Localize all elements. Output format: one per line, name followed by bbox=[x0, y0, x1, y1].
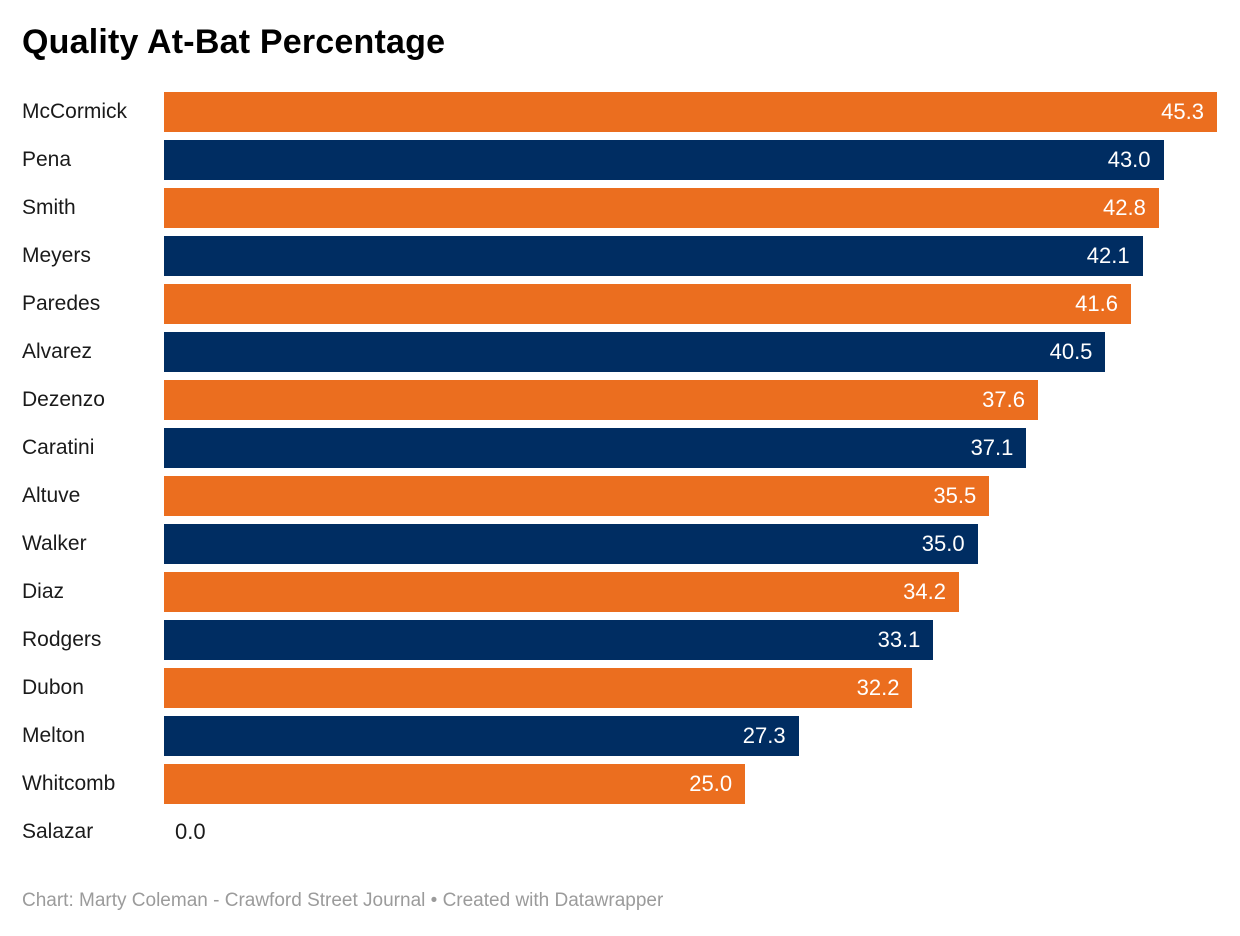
value-label: 42.1 bbox=[1086, 242, 1130, 268]
bar-row: Meyers 42.1 bbox=[22, 232, 1217, 280]
category-label: Smith bbox=[22, 196, 76, 220]
value-label: 34.2 bbox=[903, 578, 946, 604]
bar-track: 35.5 bbox=[164, 475, 1217, 516]
bar: 25.0 bbox=[164, 763, 746, 804]
bar: 40.5 bbox=[164, 331, 1106, 372]
bar-track: 0.0 bbox=[164, 812, 1217, 852]
value-label: 0.0 bbox=[175, 818, 206, 844]
category-label: Caratini bbox=[22, 436, 95, 460]
bar-track: 42.1 bbox=[164, 235, 1217, 276]
bar-track: 45.3 bbox=[164, 91, 1217, 132]
bar: 35.5 bbox=[164, 475, 990, 516]
bar-track: 35.0 bbox=[164, 523, 1217, 564]
bar-row: Altuve 35.5 bbox=[22, 472, 1217, 520]
bar-track: 34.2 bbox=[164, 571, 1217, 612]
bar-row: Smith 42.8 bbox=[22, 184, 1217, 232]
value-label: 41.6 bbox=[1075, 290, 1118, 316]
bar-row: Caratini 37.1 bbox=[22, 424, 1217, 472]
bar-row: Walker 35.0 bbox=[22, 520, 1217, 568]
bar-row: Diaz 34.2 bbox=[22, 568, 1217, 616]
value-label: 33.1 bbox=[877, 626, 921, 652]
bar: 45.3 bbox=[164, 91, 1217, 132]
bar-row: Pena 43.0 bbox=[22, 136, 1217, 184]
bar-track: 37.1 bbox=[164, 427, 1217, 468]
bar-track: 40.5 bbox=[164, 331, 1217, 372]
bar-row: Paredes 41.6 bbox=[22, 280, 1217, 328]
bar-track: 32.2 bbox=[164, 667, 1217, 708]
category-label: Pena bbox=[22, 148, 72, 172]
bar-row: McCormick 45.3 bbox=[22, 88, 1217, 136]
bar-track: 25.0 bbox=[164, 763, 1217, 804]
bar-track: 27.3 bbox=[164, 715, 1217, 756]
bar: 33.1 bbox=[164, 619, 934, 660]
category-label: Walker bbox=[22, 532, 87, 556]
category-label: Alvarez bbox=[22, 340, 93, 364]
bar-row: Rodgers 33.1 bbox=[22, 616, 1217, 664]
bar: 41.6 bbox=[164, 283, 1131, 324]
value-label: 35.0 bbox=[921, 530, 965, 556]
bar: 37.1 bbox=[164, 427, 1027, 468]
chart-title: Quality At-Bat Percentage bbox=[22, 23, 446, 61]
value-label: 35.5 bbox=[933, 482, 977, 508]
bar-row: Whitcomb 25.0 bbox=[22, 760, 1217, 808]
bar-row: Dezenzo 37.6 bbox=[22, 376, 1217, 424]
chart-footer-credit: Chart: Marty Coleman - Crawford Street J… bbox=[22, 890, 664, 912]
category-label: Dubon bbox=[22, 676, 84, 700]
bar: 42.1 bbox=[164, 235, 1143, 276]
bar-track: 33.1 bbox=[164, 619, 1217, 660]
value-label: 25.0 bbox=[689, 770, 733, 796]
bar: 27.3 bbox=[164, 715, 799, 756]
bar: 37.6 bbox=[164, 379, 1038, 420]
category-label: Melton bbox=[22, 724, 86, 748]
value-label: 37.6 bbox=[982, 386, 1025, 412]
bar: 32.2 bbox=[164, 667, 913, 708]
category-label: Salazar bbox=[22, 820, 94, 844]
bar: 43.0 bbox=[164, 139, 1164, 180]
bar-track: 42.8 bbox=[164, 187, 1217, 228]
value-label: 27.3 bbox=[742, 722, 786, 748]
bar-track: 37.6 bbox=[164, 379, 1217, 420]
bar: 35.0 bbox=[164, 523, 978, 564]
bar: 42.8 bbox=[164, 187, 1159, 228]
value-label: 42.8 bbox=[1103, 194, 1146, 220]
category-label: Rodgers bbox=[22, 628, 102, 652]
value-label: 40.5 bbox=[1049, 338, 1093, 364]
bar-track: 43.0 bbox=[164, 139, 1217, 180]
bar-row: Melton 27.3 bbox=[22, 712, 1217, 760]
bar-track: 41.6 bbox=[164, 283, 1217, 324]
bar-row: Alvarez 40.5 bbox=[22, 328, 1217, 376]
category-label: McCormick bbox=[22, 100, 127, 124]
category-label: Dezenzo bbox=[22, 388, 105, 412]
value-label: 32.2 bbox=[856, 674, 900, 700]
category-label: Diaz bbox=[22, 580, 65, 604]
category-label: Altuve bbox=[22, 484, 81, 508]
bar-row: Salazar 0.0 bbox=[22, 808, 1217, 856]
bar: 34.2 bbox=[164, 571, 959, 612]
value-label: 37.1 bbox=[970, 434, 1014, 460]
category-label: Whitcomb bbox=[22, 772, 116, 796]
bar-chart: McCormick 45.3 Pena 43.0 Smith 42.8 Meyers 42.1… bbox=[22, 88, 1217, 856]
bar-row: Dubon 32.2 bbox=[22, 664, 1217, 712]
value-label: 43.0 bbox=[1107, 146, 1151, 172]
category-label: Meyers bbox=[22, 244, 91, 268]
value-label: 45.3 bbox=[1161, 98, 1204, 124]
category-label: Paredes bbox=[22, 292, 101, 316]
